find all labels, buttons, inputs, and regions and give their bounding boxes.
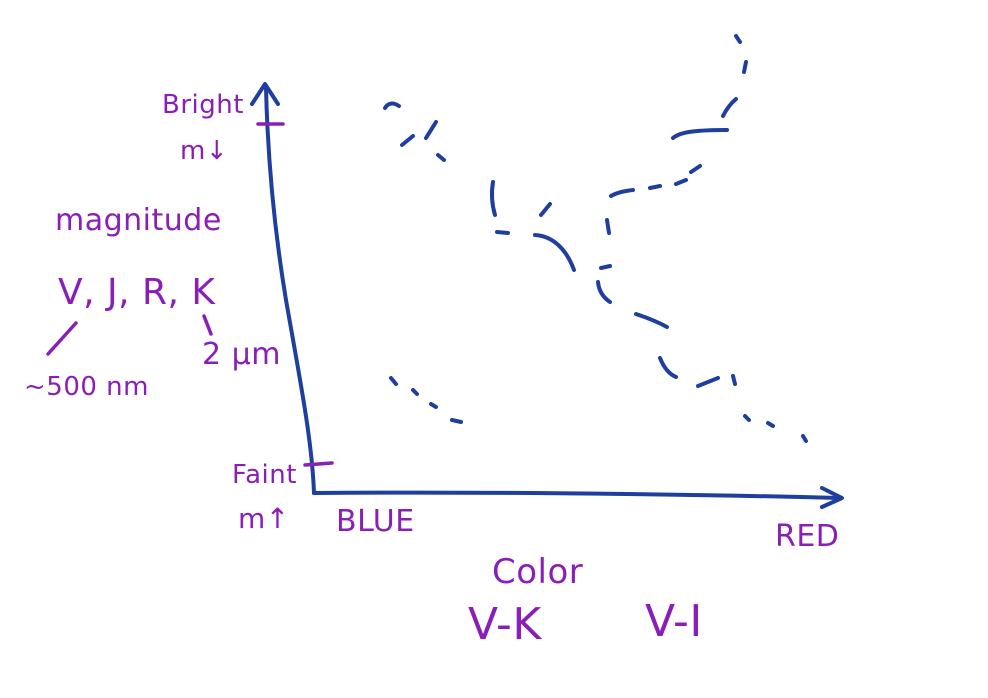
faint-magnitude-symbol: m↑ xyxy=(238,505,290,533)
down-arrow-icon: ↓ xyxy=(205,136,229,166)
up-arrow-icon: ↑ xyxy=(265,502,290,535)
bright-m: m xyxy=(180,136,206,166)
faint-label: Faint xyxy=(232,460,297,490)
y-axis-arrowhead xyxy=(250,82,280,106)
faint-blue-stars-sketch xyxy=(389,376,463,424)
k-band-wavelength: 2 μm xyxy=(202,337,281,372)
main-sequence-sketch xyxy=(489,180,808,443)
x-axis-line xyxy=(312,490,842,500)
giant-branch-sketch xyxy=(605,34,748,235)
blue-label: BLUE xyxy=(336,504,415,539)
color-index-v-k: V-K xyxy=(468,599,542,650)
bright-blue-stars-sketch xyxy=(383,101,446,162)
v-band-wavelength: ~500 nm xyxy=(24,372,149,402)
photometric-bands: V, J, R, K xyxy=(58,272,216,313)
magnitude-title: magnitude xyxy=(55,203,222,238)
color-title: Color xyxy=(492,552,584,592)
bright-magnitude-symbol: m↓ xyxy=(180,138,228,164)
bright-label: Bright xyxy=(162,90,244,120)
faint-tick xyxy=(303,461,334,467)
x-axis-arrowhead xyxy=(820,486,844,509)
color-index-v-i: V-I xyxy=(645,596,703,647)
y-axis-line xyxy=(264,86,316,495)
faint-m: m xyxy=(238,502,266,535)
red-label: RED xyxy=(775,519,840,554)
k-band-pointer xyxy=(202,314,213,336)
v-band-pointer xyxy=(46,321,78,356)
